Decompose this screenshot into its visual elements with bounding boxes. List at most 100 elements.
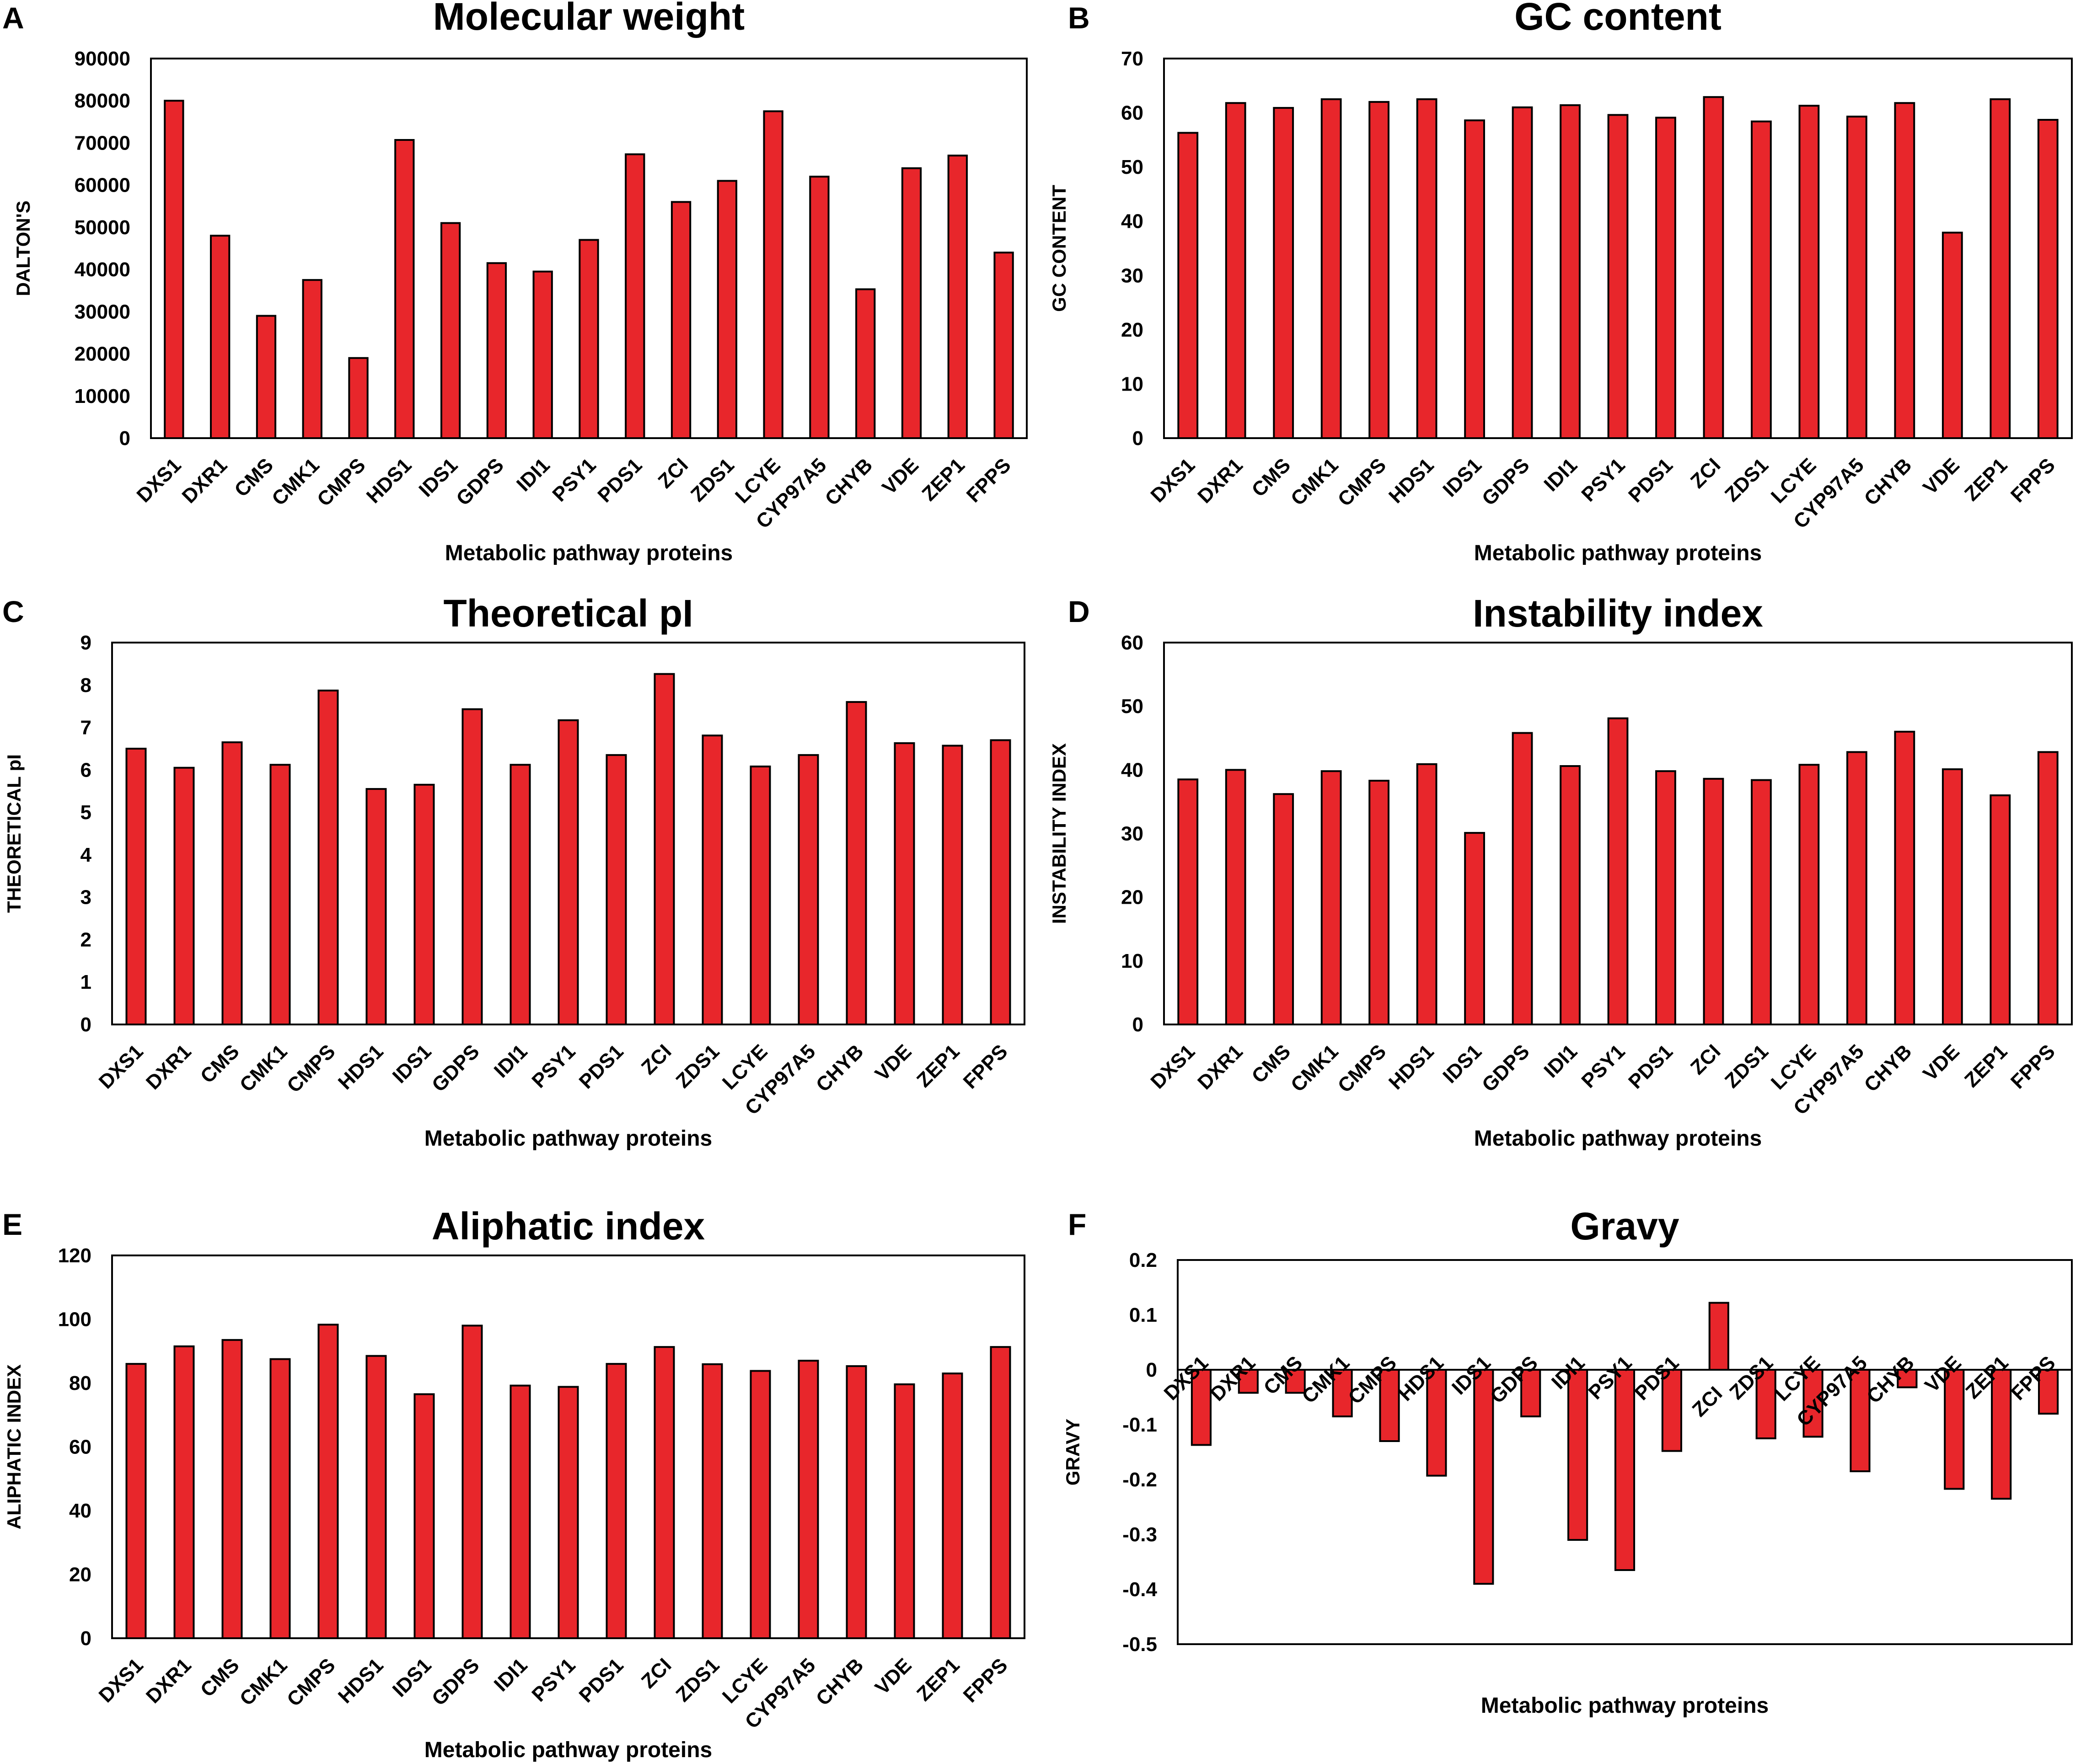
- bar-dxr1: [1225, 102, 1246, 439]
- bar-cmk1: [1320, 98, 1342, 439]
- y-tick-label: 60: [1121, 102, 1143, 124]
- bar-pds1: [625, 153, 645, 440]
- bar-zep1: [1991, 1369, 2012, 1500]
- x-tick-label: DXS1: [1146, 1040, 1199, 1093]
- bar-idi1: [1560, 104, 1581, 439]
- y-tick-label: 40000: [75, 258, 130, 281]
- bar-vde: [1944, 1369, 1965, 1490]
- x-tick-label: ZCI: [1686, 1040, 1725, 1079]
- x-tick-label: ZCI: [637, 1040, 676, 1079]
- bar-psy1: [1614, 1369, 1636, 1571]
- x-tick-label: ZDS1: [671, 1654, 724, 1706]
- x-tick-label: HDS1: [334, 1040, 388, 1094]
- y-tick-label: 7: [80, 717, 91, 739]
- y-tick-label: 10: [1121, 373, 1143, 395]
- x-tick-label: PDS1: [1624, 1040, 1677, 1093]
- y-tick-label: 70: [1121, 48, 1143, 70]
- y-axis-label: INSTABILITY INDEX: [1048, 743, 1070, 924]
- x-tick-label: DXR1: [142, 1040, 196, 1094]
- bar-dxs1: [1177, 132, 1199, 439]
- panel-letter: B: [1068, 1, 1090, 35]
- bar-vde: [1942, 231, 1963, 439]
- plot-frame: [1163, 642, 2073, 1025]
- bar-hds1: [1416, 98, 1437, 439]
- x-tick-label: DXR1: [178, 454, 232, 508]
- y-tick-label: 3: [80, 886, 91, 909]
- x-tick-label: PDS1: [593, 454, 646, 507]
- x-axis-label: Metabolic pathway proteins: [1481, 1694, 1769, 1718]
- y-tick-label: 10: [1121, 950, 1143, 972]
- bar-cmps: [1379, 1369, 1400, 1442]
- y-tick-label: -0.5: [1122, 1633, 1157, 1656]
- panel-letter: E: [2, 1207, 22, 1241]
- bar-chyb: [1897, 1369, 1918, 1389]
- x-tick-label: DXS1: [133, 454, 186, 507]
- chart-panel-a: A Molecular weight 0 10000 20000 30000 40000 50…: [2, 0, 1028, 565]
- bar-zep1: [1990, 794, 2011, 1025]
- x-tick-label: ZDS1: [1721, 1040, 1773, 1092]
- x-tick-label: IDI1: [490, 1654, 532, 1696]
- x-tick-label: PSY1: [1577, 454, 1629, 506]
- plot-frame: [150, 58, 1028, 439]
- panel-letter: C: [2, 595, 24, 628]
- bar-cmps: [1368, 101, 1390, 440]
- y-tick-label: -0.1: [1122, 1414, 1157, 1436]
- x-tick-label: CMK1: [236, 1040, 292, 1096]
- bar-psy1: [1607, 114, 1629, 440]
- y-tick-label: 40: [1121, 210, 1143, 233]
- bar-gdps: [1512, 106, 1533, 439]
- x-tick-label: FPPS: [959, 1654, 1012, 1707]
- y-tick-label: 90000: [75, 48, 130, 70]
- bar-cmps: [348, 357, 369, 439]
- x-tick-label: CHYB: [812, 1040, 868, 1096]
- bar-dxr1: [1225, 769, 1246, 1026]
- bar-ids1: [1464, 832, 1485, 1025]
- y-tick-label: 0: [80, 1627, 91, 1650]
- x-tick-label: GDPS: [452, 454, 508, 510]
- y-tick-label: -0.2: [1122, 1469, 1157, 1491]
- x-axis-label: Metabolic pathway proteins: [424, 1738, 712, 1762]
- bar-cms: [221, 741, 243, 1026]
- y-tick-label: 80000: [75, 90, 130, 112]
- x-tick-label: CHYB: [1860, 1040, 1916, 1096]
- x-tick-label: CMK1: [236, 1654, 292, 1710]
- bar-zds1: [1755, 1369, 1776, 1439]
- bar-gdps: [461, 708, 483, 1025]
- x-tick-label: DXR1: [1193, 454, 1247, 508]
- bar-fpps: [2037, 118, 2059, 439]
- bar-lcye: [1798, 764, 1820, 1025]
- bar-fpps: [2037, 751, 2059, 1026]
- x-tick-label: GDPS: [428, 1040, 484, 1096]
- bar-psy1: [558, 719, 579, 1025]
- bar-gdps: [1512, 732, 1533, 1026]
- x-tick-label: FPPS: [959, 1040, 1012, 1093]
- bar-chyb: [846, 701, 867, 1025]
- bar-cyp97a5: [1846, 115, 1867, 440]
- bar-psy1: [558, 1386, 579, 1640]
- bar-ids1: [440, 222, 461, 439]
- y-tick-label: -0.4: [1122, 1578, 1157, 1601]
- x-tick-label: CHYB: [1860, 454, 1916, 510]
- y-tick-label: 4: [80, 844, 92, 866]
- y-tick-label: 0: [1132, 1013, 1143, 1036]
- bar-idi1: [510, 1384, 531, 1640]
- y-tick-label: 40: [69, 1500, 91, 1522]
- bar-dxr1: [1238, 1369, 1259, 1394]
- bar-dxs1: [125, 1363, 147, 1639]
- y-tick-label: 0.2: [1129, 1249, 1157, 1271]
- x-tick-label: ZEP1: [912, 1654, 964, 1705]
- bar-psy1: [1607, 717, 1629, 1025]
- x-tick-label: CMPS: [1334, 1040, 1391, 1097]
- y-tick-label: 50: [1121, 156, 1143, 178]
- y-tick-label: 2: [80, 928, 91, 951]
- bar-pds1: [1661, 1369, 1682, 1452]
- bar-fpps: [990, 739, 1011, 1025]
- bar-zds1: [717, 180, 738, 439]
- bar-idi1: [510, 764, 531, 1025]
- y-tick-label: 0: [119, 427, 130, 450]
- bar-ids1: [1464, 119, 1485, 439]
- bar-ids1: [413, 783, 435, 1025]
